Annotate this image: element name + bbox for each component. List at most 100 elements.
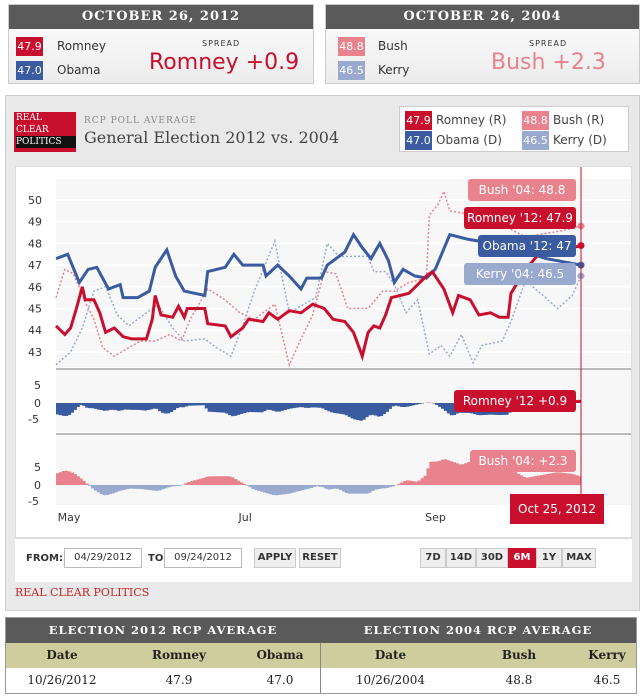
spread-2004-bar [435,461,439,485]
spread-2012-bar [321,403,325,409]
spread-2004-bar [58,472,63,485]
range-1y-button[interactable]: 1Y [536,548,562,568]
spread-2004-bar [263,485,267,493]
spread-2004-bar [88,485,92,486]
spread-2004-bar [516,473,521,485]
spread-2004-bar [102,485,107,496]
spread-2004-bar [312,485,317,487]
spread-2012-bar [403,403,407,408]
spread-2004-bar [140,485,144,490]
spread-2004-bar [268,485,273,495]
spread-2004-bar [298,485,302,491]
panel-subtitle: RCP POLL AVERAGE [84,116,197,126]
spread-2012-bar [93,403,98,409]
range-max-button[interactable]: MAX [562,548,596,568]
from-label: FROM: [26,553,63,564]
spread-2012-bar [231,403,235,417]
spread-2012-bar [216,403,220,413]
table-header-2012: ELECTION 2012 RCP AVERAGE [6,618,320,643]
spread-2004-bar [350,485,354,494]
spread-2004-bar [470,461,474,485]
spread-2012-bar [198,403,203,406]
spread-2004-bar [420,478,424,485]
spread-2004-bar [79,478,83,485]
spread-2012-bar [318,403,322,408]
tooltip-romney-text: Romney '12: 47.9 [467,211,573,225]
spread-2012-bar [350,403,354,419]
col-bush: Bush [460,643,578,668]
to-date-input[interactable]: 09/24/2012 [164,548,242,568]
spread-2004-bar [458,464,462,485]
tooltip-bush [468,179,576,201]
spread-2012-bar [242,403,247,414]
rcp-logo: REAL CLEAR POLITICS [14,112,76,152]
spread-2012-bar [435,403,439,406]
range-6m-button[interactable]: 6M [508,548,536,568]
spread-2012-bar [123,403,127,410]
spread-2012-bar [239,403,244,414]
spread-2012-bar [578,399,582,403]
spread-2004-bar [274,485,279,496]
spread-2012-bar [99,403,104,411]
y-tick-label: 49 [28,216,42,229]
spread-2012-bar [274,403,279,412]
table-header-2004: ELECTION 2004 RCP AVERAGE [320,618,636,643]
reset-button[interactable]: RESET [299,548,341,568]
spread-2004-bar [228,476,232,485]
spread-2004-bar [233,479,238,485]
range-7d-button[interactable]: 7D [420,548,446,568]
spread-2012-bar [114,403,118,411]
spread-2012-bar [140,403,144,411]
spread-2012-bar [96,403,101,410]
spread-2012-bar [289,403,293,409]
spread-2004-bar [295,485,299,492]
col-obama: Obama [240,643,320,668]
spread-2004-bar [557,472,562,485]
spread-2012-bar [143,403,147,411]
spread-2004-bar [91,485,95,489]
apply-button[interactable]: APPLY [254,548,296,568]
spread-2012-bar [248,403,252,413]
spread-2004-bar [572,474,576,485]
spread-2004-bar [225,476,229,485]
spread-2012-bar [306,403,311,408]
spread-2012-bar [155,403,159,409]
spread-2012-bar [303,403,308,408]
spread-2004-bar [128,485,133,489]
kerry-name: Kerry [378,63,410,77]
spread-2004-bar [236,480,241,485]
spread-2004-bar [397,483,401,485]
spread-2004-bar [120,485,124,491]
spread-2004-bar [446,460,451,485]
from-date-input[interactable]: 04/29/2012 [64,548,142,568]
spread-tick-label: 5 [34,379,41,392]
spread-2004-bar [543,474,547,485]
spread-2004-bar [531,476,535,485]
chart-legend: 47.9 Romney (R) 48.8 Bush (R) 47.0 Obama… [399,106,629,152]
spread-2004-bar [126,485,130,489]
range-14d-button[interactable]: 14D [446,548,476,568]
spread-2012-bar [245,403,249,413]
spread-2004-bar [429,461,433,485]
range-30d-button[interactable]: 30D [476,548,508,568]
spread-2004-bar [309,485,314,488]
spread-2004-bar [324,485,328,489]
spread-2004-bar [318,485,322,487]
spread-value: Romney +0.9 [149,50,300,75]
spread-2012-bar [394,403,398,406]
spread-2004-bar [426,468,430,485]
rcp-link[interactable]: REAL CLEAR POLITICS [15,586,150,599]
series-line-kerry [55,238,582,366]
spread-2004-bar [327,485,331,490]
spread-2012-bar [204,403,209,409]
spread-2004-bar [525,477,529,485]
spread-2012-bar [134,403,139,410]
spread-2012-bar [117,403,121,411]
chart-area[interactable]: 43 44 45 46 47 48 49 50 5 0 -5 5 0 -5 Bush '04: 48.8 Ro… [15,166,632,538]
spread-2004-bar [548,473,553,485]
spread-2012-bar [196,403,200,406]
panel-title: General Election 2012 vs. 2004 [84,128,340,147]
cell-date: 10/26/2012 [27,673,97,687]
spread-2012-bar [438,403,442,407]
